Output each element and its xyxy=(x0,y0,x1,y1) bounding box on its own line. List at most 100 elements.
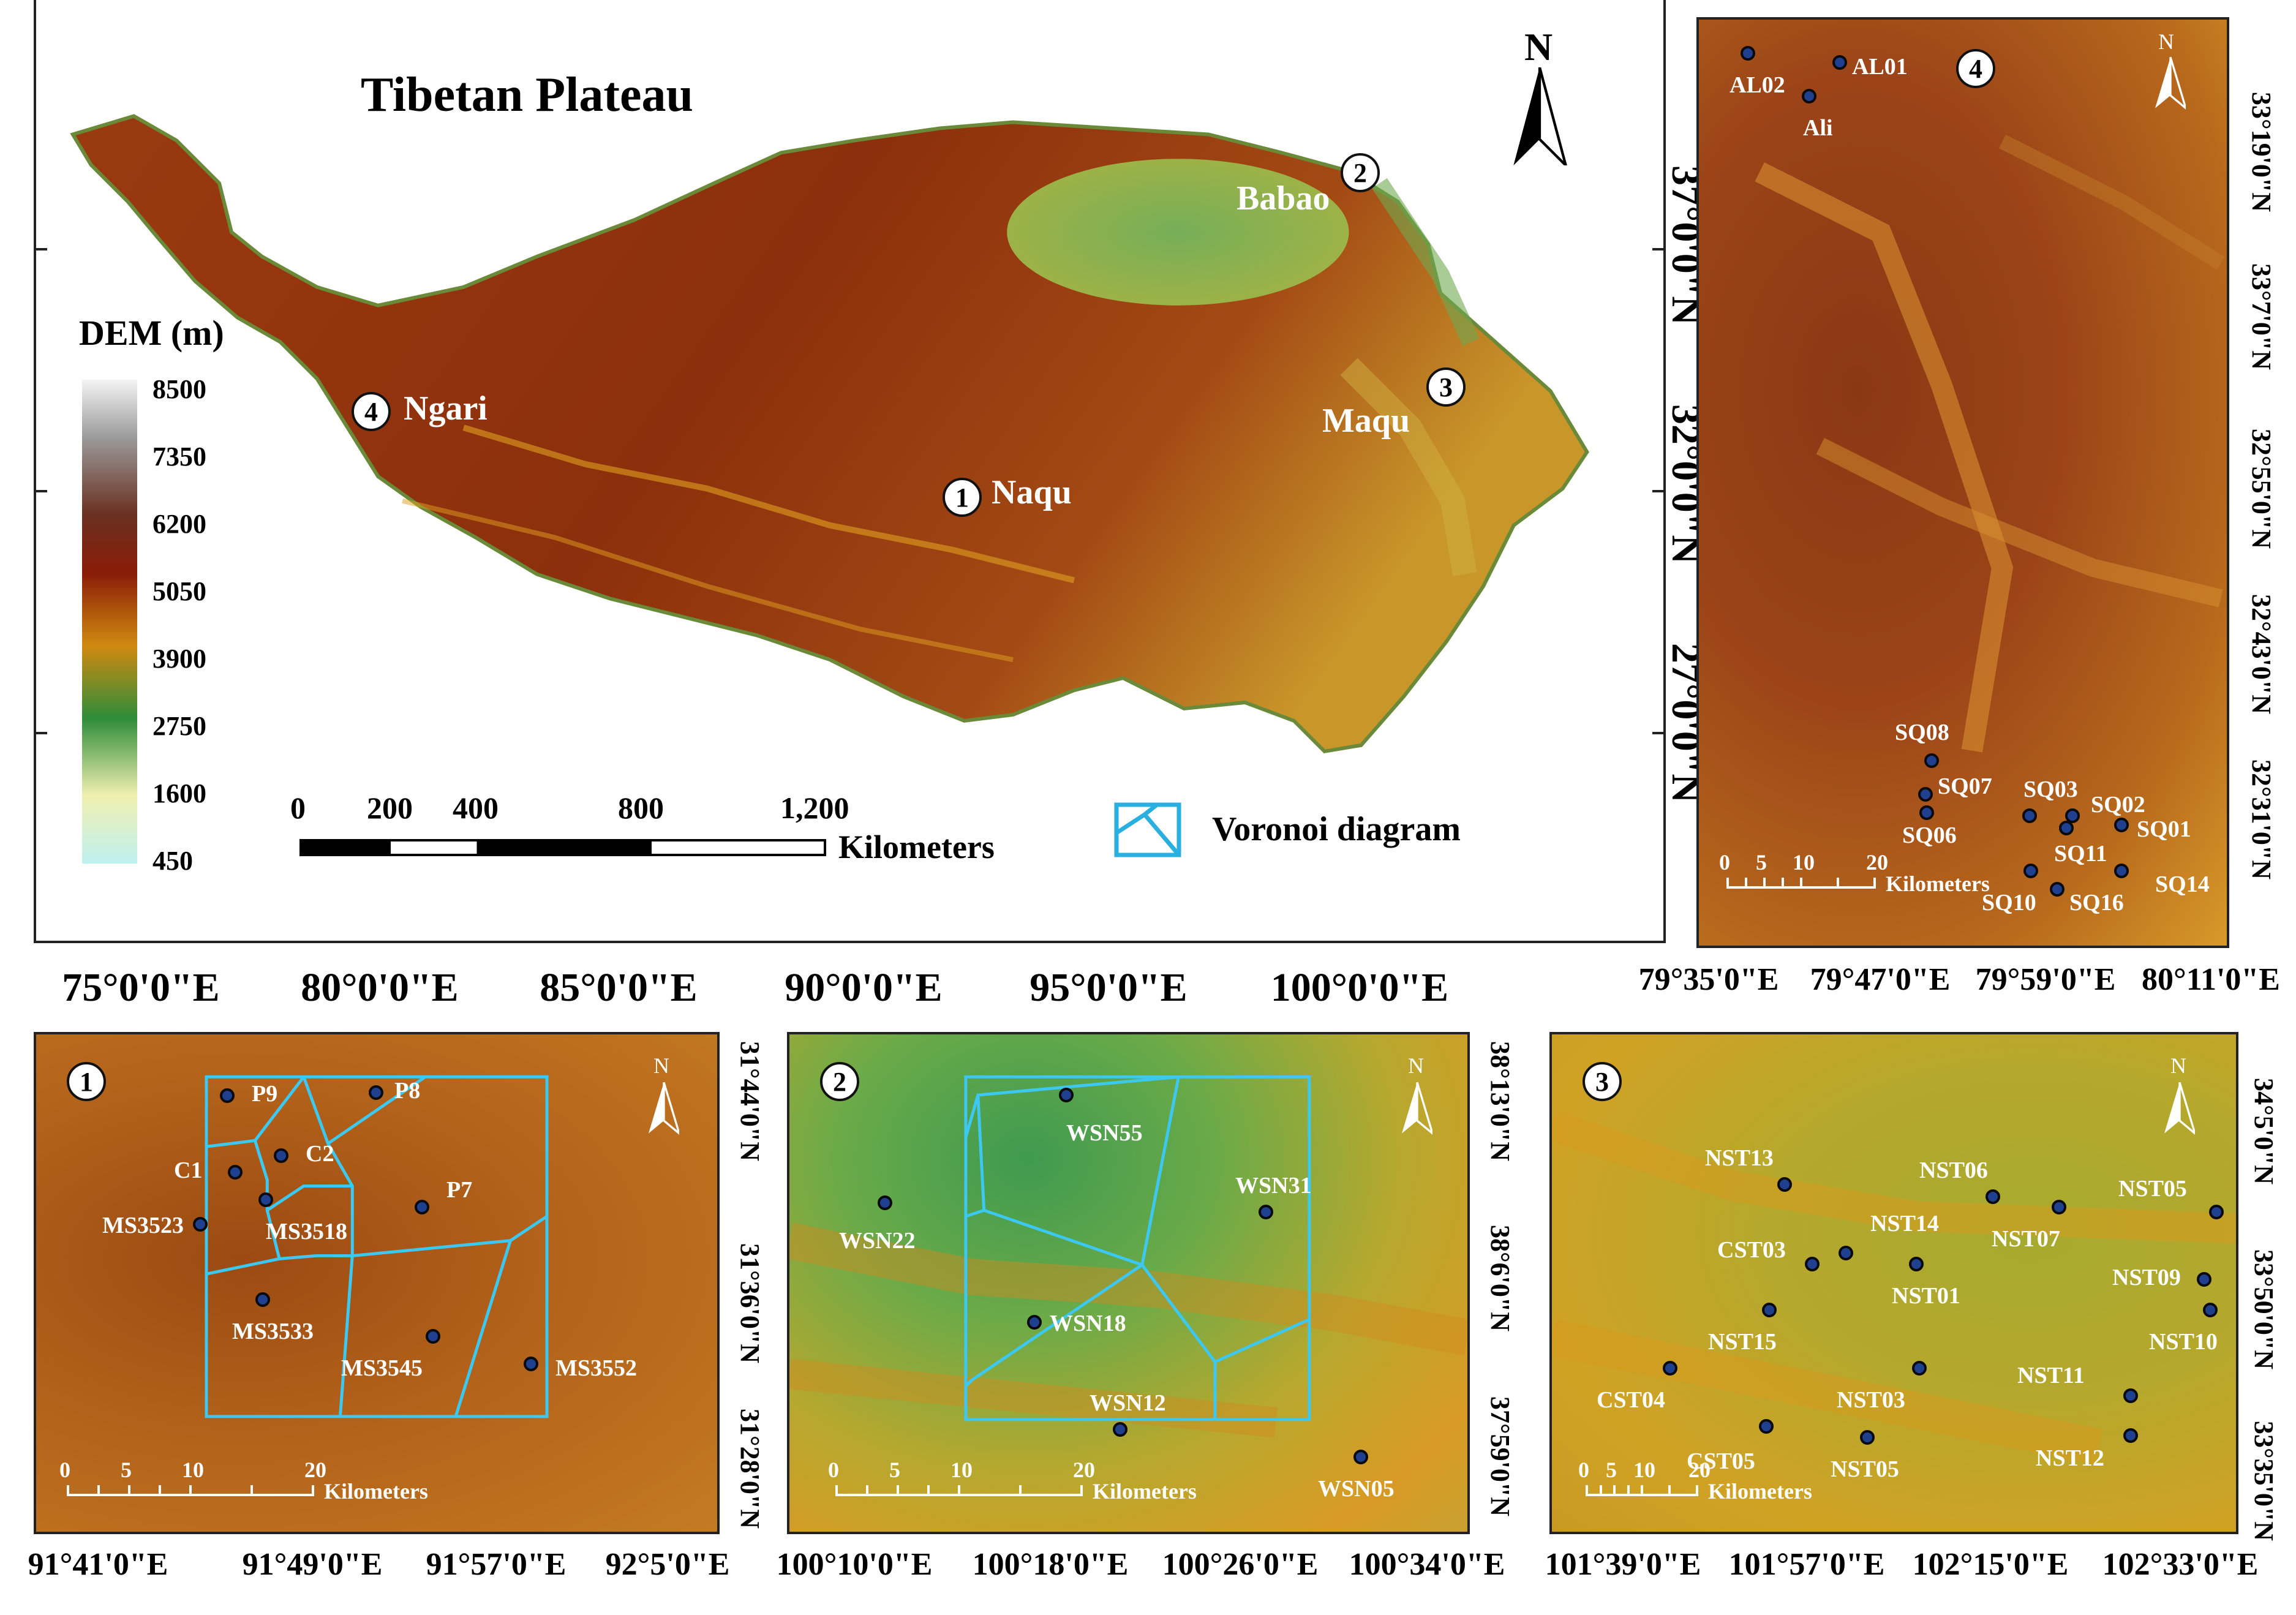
legend-value: 7350 xyxy=(152,442,206,472)
scale-tick xyxy=(159,1485,161,1496)
main-scale-unit: Kilometers xyxy=(838,829,995,865)
region-label-2: Babao xyxy=(1236,179,1330,217)
site-label: MS3523 xyxy=(102,1213,184,1238)
scale-unit: Kilometers xyxy=(1886,871,1990,896)
scale-tick xyxy=(897,1485,899,1496)
main-lon-85: 85°0'0"E xyxy=(540,965,698,1010)
site-marker xyxy=(1860,1430,1875,1445)
region-label-4: Ngari xyxy=(404,390,487,427)
site-marker xyxy=(1353,1450,1368,1464)
site-marker xyxy=(2123,1428,2138,1443)
main-scale-number: 0 xyxy=(290,791,306,825)
scale-tick xyxy=(1627,1485,1630,1496)
scale-tick xyxy=(1599,1485,1602,1496)
scale-number: 0 xyxy=(59,1458,70,1482)
p2-lon-2: 100°26'0"E xyxy=(1162,1547,1319,1582)
site-marker xyxy=(1912,1361,1927,1376)
scale-tick xyxy=(1726,878,1729,889)
p4-lat-0: 33°19'0"N xyxy=(2246,92,2276,213)
site-marker xyxy=(220,1088,235,1103)
site-label: MS3518 xyxy=(266,1219,347,1244)
site-marker xyxy=(2114,864,2129,878)
site-label: MS3533 xyxy=(232,1319,314,1344)
panel2-north-arrow-icon xyxy=(1402,1082,1432,1135)
site-label: P8 xyxy=(394,1078,421,1104)
site-label: AL01 xyxy=(1852,54,1908,80)
p2-lat-0: 38°13'0"N xyxy=(1485,1041,1515,1162)
p4-lon-1: 79°47'0"E xyxy=(1810,962,1951,997)
scale-number: 10 xyxy=(182,1458,204,1482)
panel-1-naqu: 1 N P9 P8 C1 C2 P7 MS3523 MS3518 MS3533 MS3545 MS… xyxy=(34,1032,720,1534)
legend-value: 6200 xyxy=(152,509,206,539)
p4-lat-1: 33°7'0"N xyxy=(2246,263,2276,371)
p4-lat-3: 32°43'0"N xyxy=(2246,594,2276,715)
scale-tick xyxy=(1668,1485,1671,1496)
panel1-north-label: N xyxy=(653,1053,669,1078)
scale-tick xyxy=(927,1485,930,1496)
legend-color-bar xyxy=(82,380,137,864)
site-marker xyxy=(1909,1257,1924,1271)
legend-value: 2750 xyxy=(152,711,206,741)
site-label: NST06 xyxy=(1919,1158,1988,1183)
region-marker-1: 1 xyxy=(943,478,982,517)
main-scale-number: 400 xyxy=(453,791,499,825)
site-label: AL02 xyxy=(1730,72,1785,98)
site-marker xyxy=(255,1292,270,1307)
panel3-north-label: N xyxy=(2170,1053,2186,1078)
legend-value: 1600 xyxy=(152,778,206,808)
site-marker xyxy=(1663,1361,1677,1376)
scale-tick xyxy=(67,1485,69,1496)
site-label: P9 xyxy=(252,1081,278,1107)
scale-tick xyxy=(1696,1485,1698,1496)
site-marker xyxy=(258,1192,273,1207)
scale-tick xyxy=(189,1485,192,1496)
p4-lat-4: 32°31'0"N xyxy=(2246,759,2276,880)
main-lon-95: 95°0'0"E xyxy=(1029,965,1188,1010)
p1-lon-2: 91°57'0"E xyxy=(426,1547,566,1582)
scale-tick xyxy=(1837,878,1839,889)
scale-tick xyxy=(97,1485,100,1496)
site-marker xyxy=(1805,1257,1820,1271)
site-marker xyxy=(2203,1303,2218,1317)
site-marker xyxy=(426,1329,440,1344)
site-marker xyxy=(228,1165,243,1180)
p3-lon-1: 101°57'0"E xyxy=(1728,1547,1885,1582)
scale-number: 0 xyxy=(1719,850,1730,875)
scale-tick xyxy=(866,1485,868,1496)
legend-value: 8500 xyxy=(152,374,206,404)
scale-tick xyxy=(312,1485,314,1496)
north-label: N xyxy=(1524,25,1553,69)
scale-tick xyxy=(1641,1485,1643,1496)
scale-tick xyxy=(128,1485,130,1496)
scale-tick xyxy=(1873,878,1876,889)
scale-unit: Kilometers xyxy=(1708,1479,1812,1504)
region-marker-4: 4 xyxy=(352,392,391,431)
site-marker xyxy=(193,1217,208,1232)
panel2-voronoi xyxy=(789,1075,1467,1438)
site-label: NST11 xyxy=(2017,1363,2085,1388)
site-marker xyxy=(878,1195,892,1210)
site-label: Ali xyxy=(1803,115,1833,141)
site-label: SQ02 xyxy=(2091,792,2145,818)
site-marker xyxy=(2123,1388,2138,1403)
site-label: NST07 xyxy=(1992,1226,2060,1252)
site-label: WSN12 xyxy=(1090,1390,1166,1416)
scale-unit: Kilometers xyxy=(1093,1479,1197,1504)
site-label: SQ03 xyxy=(2023,777,2078,802)
panel1-marker: 1 xyxy=(67,1062,106,1101)
site-marker xyxy=(2022,808,2037,823)
p4-lat-2: 32°55'0"N xyxy=(2246,429,2276,549)
main-scale-number: 1,200 xyxy=(780,791,849,825)
region-label-1: Naqu xyxy=(992,473,1072,511)
scale-number: 0 xyxy=(1578,1458,1589,1482)
site-marker xyxy=(524,1357,538,1371)
site-marker xyxy=(1919,805,1934,820)
site-marker xyxy=(369,1085,383,1100)
scale-tick xyxy=(1586,1485,1588,1496)
p4-lon-2: 79°59'0"E xyxy=(1975,962,2116,997)
scale-number: 20 xyxy=(1073,1458,1095,1482)
scale-number: 5 xyxy=(121,1458,132,1482)
region-marker-3: 3 xyxy=(1426,367,1466,407)
site-label: WSN05 xyxy=(1318,1476,1395,1502)
main-lon-90: 90°0'0"E xyxy=(785,965,943,1010)
